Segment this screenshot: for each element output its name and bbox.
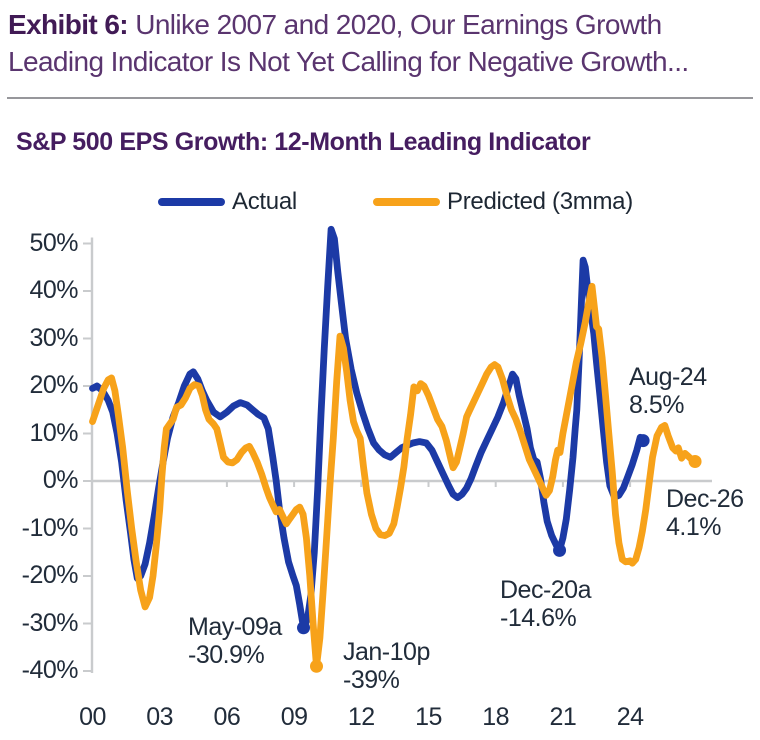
data-point-marker <box>297 621 311 635</box>
predicted-series-line <box>89 282 699 670</box>
data-point-marker <box>310 659 323 673</box>
actual-line-swatch <box>158 198 225 206</box>
legend-item-predicted: Predicted (3mma) <box>373 188 633 216</box>
data-point-marker <box>688 455 702 469</box>
header-divider <box>7 97 753 99</box>
data-point-marker <box>636 434 650 448</box>
data-point-marker <box>553 543 567 557</box>
legend-label-actual: Actual <box>232 188 297 215</box>
legend-label-predicted: Predicted (3mma) <box>447 188 633 215</box>
exhibit-header: Exhibit 6: Unlike 2007 and 2020, Our Ear… <box>8 6 758 80</box>
exhibit-title-text: Unlike 2007 and 2020, Our Earnings Growt… <box>8 9 689 77</box>
predicted-line-swatch <box>373 198 440 206</box>
chart-title: S&P 500 EPS Growth: 12-Month Leading Ind… <box>16 128 591 156</box>
legend-item-actual: Actual <box>158 188 297 216</box>
actual-series-line <box>89 225 647 632</box>
exhibit-number-label: Exhibit 6: <box>8 9 129 40</box>
